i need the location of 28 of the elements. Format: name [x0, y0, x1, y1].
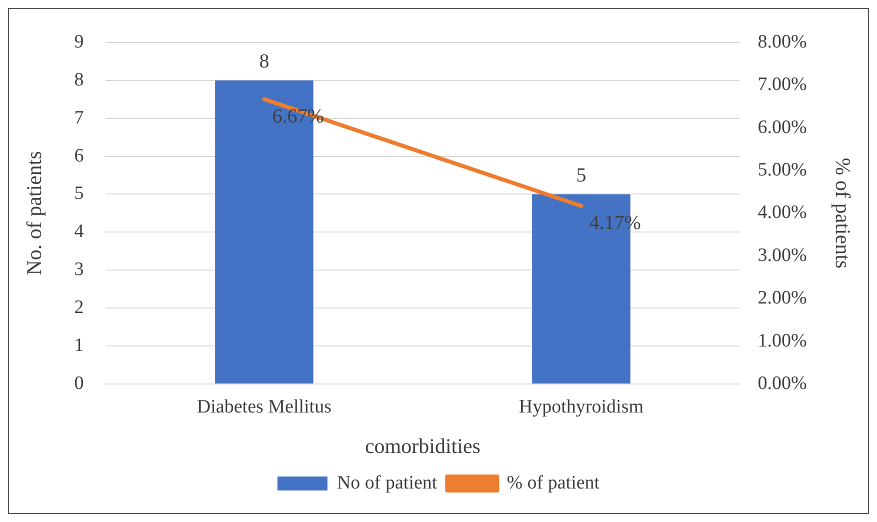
- y-tick-label: 4: [74, 221, 84, 242]
- y-tick-label: 3: [74, 259, 84, 280]
- y-tick-label: 8: [74, 69, 84, 90]
- y-tick-label: 2: [74, 297, 84, 318]
- y2-tick-label: 2.00%: [758, 288, 807, 309]
- x-axis-title: comorbidities: [364, 434, 480, 458]
- y-tick-label: 6: [74, 145, 84, 166]
- data-label: 8: [259, 50, 270, 73]
- y-tick-label: 5: [74, 183, 84, 204]
- y2-tick-label: 6.00%: [758, 116, 807, 138]
- data-label: 5: [576, 164, 586, 186]
- legend-label: No of patient: [336, 472, 438, 494]
- y-tick-label: 7: [74, 107, 84, 128]
- y2-tick-label: 4.00%: [758, 202, 807, 224]
- y2-tick-label: 7.00%: [758, 74, 807, 96]
- x-tick-label: Hypothyroidism: [518, 396, 644, 418]
- y-tick-label: 1: [74, 335, 84, 356]
- y2-tick-label: 5.00%: [758, 159, 807, 180]
- y2-tick-label: 8.00%: [758, 31, 807, 52]
- y-tick-label: 0: [74, 372, 84, 394]
- y-tick-label: 9: [74, 31, 84, 52]
- x-tick-label: Diabetes Mellitus: [196, 396, 332, 418]
- y-axis-title: No. of patients: [22, 151, 46, 276]
- y2-axis-title: % of patients: [830, 158, 855, 269]
- y2-tick-label: 1.00%: [758, 330, 807, 352]
- y2-tick-label: 3.00%: [758, 244, 807, 266]
- legend-label: % of patient: [506, 472, 600, 494]
- y2-tick-label: 0.00%: [758, 372, 807, 394]
